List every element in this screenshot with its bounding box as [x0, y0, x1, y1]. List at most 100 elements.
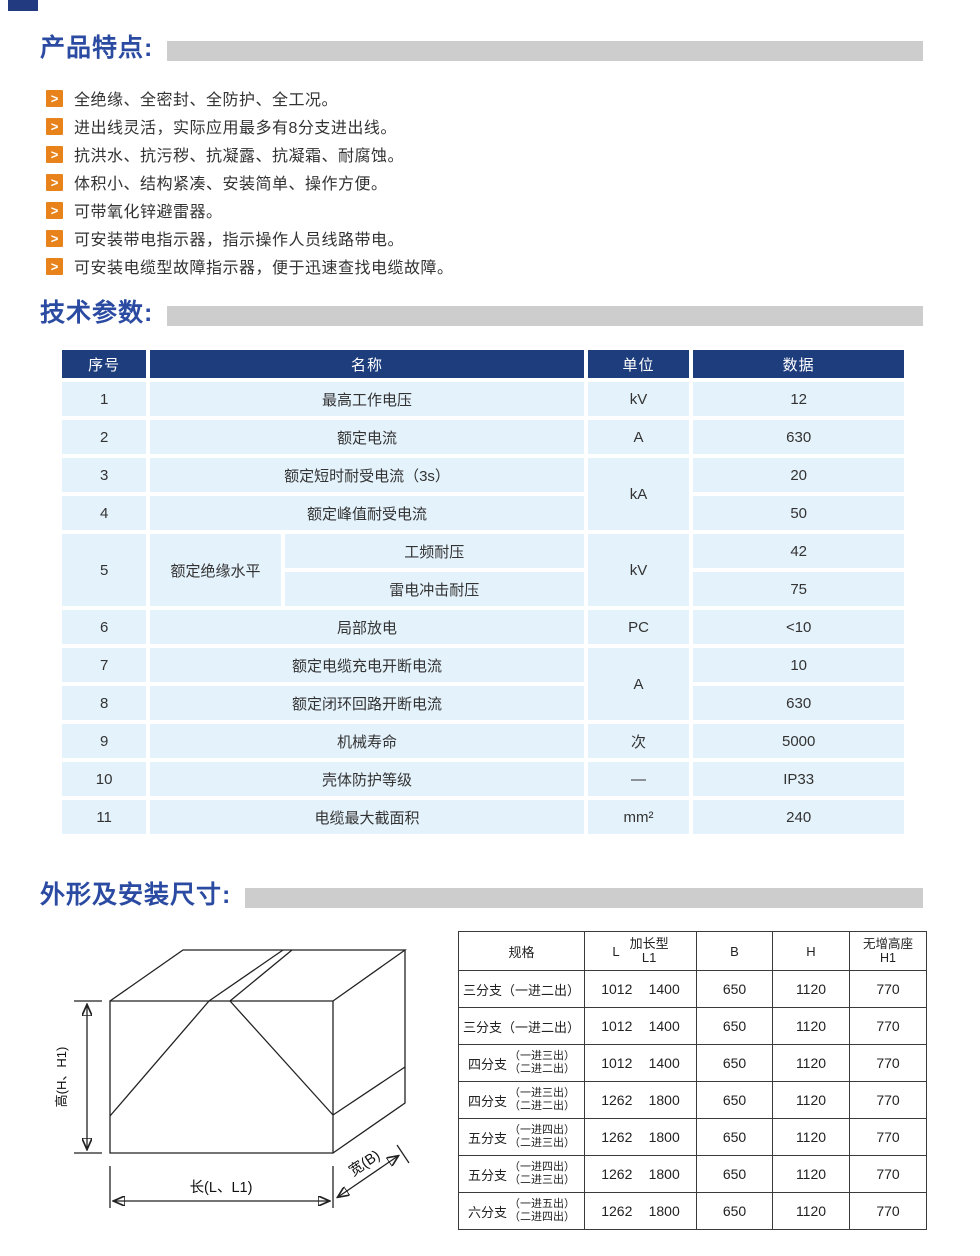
- feature-text: 全绝缘、全密封、全防护、全工况。: [74, 92, 339, 109]
- cell-b: 650: [696, 1007, 773, 1045]
- feature-text: 进出线灵活，实际应用最多有8分支进出线。: [74, 120, 397, 137]
- list-item: > 体积小、结构紧凑、安装简单、操作方便。: [46, 168, 454, 196]
- l1-label: L1: [641, 950, 657, 965]
- cell-h: 1120: [772, 1044, 850, 1082]
- list-item: > 进出线灵活，实际应用最多有8分支进出线。: [46, 112, 454, 140]
- col-header-name: 名称: [150, 350, 584, 378]
- heading-bar: [245, 888, 923, 908]
- cell-l-l1: 1262 1800: [584, 1192, 697, 1230]
- width-dimension-arrow: 宽(B): [338, 1144, 410, 1197]
- cell-h: 1120: [772, 1155, 850, 1193]
- cell-value: 630: [693, 420, 904, 454]
- features-section-header: 产品特点:: [40, 34, 923, 62]
- table-row: 11 电缆最大截面积 mm² 240: [62, 800, 904, 834]
- cell-value: 10: [693, 648, 904, 682]
- cell-value: 5000: [693, 724, 904, 758]
- table-row: 7 额定电缆充电开断电流 A 10: [62, 648, 904, 720]
- width-label: 宽(B): [346, 1147, 384, 1180]
- cell-value: 50: [693, 496, 904, 530]
- col-header-l-l1: L 加长型 L1: [584, 931, 697, 971]
- cell-unit: mm²: [587, 800, 690, 834]
- cell-name: 额定闭环回路开断电流: [150, 686, 584, 720]
- table-row: 3 额定短时耐受电流（3s） kA 20: [62, 458, 904, 530]
- params-section-header: 技术参数:: [40, 299, 923, 327]
- heading-bar: [167, 306, 923, 326]
- cell-unit: kV: [587, 534, 690, 606]
- cell-no: 9: [62, 724, 147, 758]
- dims-table: 规格 L 加长型 L1 B H 无增高座 H1 三分支（一进二出: [458, 931, 927, 1230]
- cell-unit: A: [587, 420, 690, 454]
- cell-h1: 770: [849, 1081, 927, 1119]
- cell-l-l1: 1012 1400: [584, 1007, 697, 1045]
- heading-bar: [167, 41, 923, 61]
- cell-h1: 770: [849, 1007, 927, 1045]
- cell-group: 额定绝缘水平: [150, 534, 281, 606]
- cell-no: 4: [62, 496, 147, 530]
- logo-fragment: [8, 0, 38, 11]
- table-row: 9 机械寿命 次 5000: [62, 724, 904, 758]
- cell-h1: 770: [849, 1192, 927, 1230]
- list-item: > 全绝缘、全密封、全防护、全工况。: [46, 84, 454, 112]
- cell-name: 最高工作电压: [150, 382, 584, 416]
- list-item: > 可安装电缆型故障指示器，便于迅速查找电缆故障。: [46, 252, 454, 280]
- cell-h1: 770: [849, 1118, 927, 1156]
- features-title: 产品特点:: [40, 34, 154, 62]
- col-header-no: 序号: [62, 350, 147, 378]
- dims-section-header: 外形及安装尺寸:: [40, 881, 923, 909]
- table-row: 五分支 （一进四出） （二进三出） 1262 1800 650 1120 770: [458, 1118, 927, 1156]
- feature-list: > 全绝缘、全密封、全防护、全工况。 > 进出线灵活，实际应用最多有8分支进出线…: [46, 84, 454, 280]
- cell-value: 630: [693, 686, 904, 720]
- table-row: 四分支 （一进三出） （二进二出） 1012 1400 650 1120 770: [458, 1044, 927, 1082]
- table-header-row: 规格 L 加长型 L1 B H 无增高座 H1: [458, 931, 927, 971]
- cell-b: 650: [696, 1155, 773, 1193]
- list-item: > 可带氧化锌避雷器。: [46, 196, 454, 224]
- cell-h: 1120: [772, 1081, 850, 1119]
- cell-l-l1: 1262 1800: [584, 1118, 697, 1156]
- cell-unit: PC: [587, 610, 690, 644]
- cell-name: 工频耐压: [284, 534, 584, 568]
- cell-unit: —: [587, 762, 690, 796]
- table-row: 6 局部放电 PC <10: [62, 610, 904, 644]
- table-header-row: 序号 名称 单位 数据: [62, 350, 904, 378]
- cell-h: 1120: [772, 970, 850, 1008]
- cell-name: 额定电缆充电开断电流: [150, 648, 584, 682]
- dims-title: 外形及安装尺寸:: [40, 881, 232, 909]
- cell-value: 75: [693, 572, 904, 606]
- col-header-spec: 规格: [458, 931, 585, 971]
- cell-no: 5: [62, 534, 147, 606]
- cell-h: 1120: [772, 1118, 850, 1156]
- chevron-right-icon: >: [46, 201, 63, 219]
- chevron-right-icon: >: [46, 229, 63, 247]
- cell-h: 1120: [772, 1007, 850, 1045]
- cell-name: 电缆最大截面积: [150, 800, 584, 834]
- cell-spec: 五分支 （一进四出） （二进三出）: [458, 1155, 585, 1193]
- cell-h1: 770: [849, 1155, 927, 1193]
- cell-spec: 三分支（一进二出）: [458, 1007, 585, 1045]
- cell-h1: 770: [849, 1044, 927, 1082]
- height-label: 高(H、H1): [54, 1047, 69, 1108]
- h1-line1: 无增高座: [862, 937, 913, 951]
- col-header-h1: 无增高座 H1: [849, 931, 927, 971]
- col-header-h: H: [772, 931, 850, 971]
- cell-name: 雷电冲击耐压: [284, 572, 584, 606]
- feature-text: 可安装电缆型故障指示器，便于迅速查找电缆故障。: [74, 260, 454, 277]
- cell-name: 局部放电: [150, 610, 584, 644]
- chevron-right-icon: >: [46, 117, 63, 135]
- cell-l-l1: 1262 1800: [584, 1155, 697, 1193]
- height-dimension-arrow: 高(H、H1): [54, 1000, 102, 1154]
- box-outline: [109, 949, 408, 1154]
- cell-l-l1: 1262 1800: [584, 1081, 697, 1119]
- list-item: > 抗洪水、抗污秽、抗凝露、抗凝霜、耐腐蚀。: [46, 140, 454, 168]
- col-header-unit: 单位: [587, 350, 690, 378]
- length-dimension-arrow: 长(L、L1): [109, 1166, 334, 1208]
- chevron-right-icon: >: [46, 145, 63, 163]
- cell-no: 3: [62, 458, 147, 492]
- cell-b: 650: [696, 1118, 773, 1156]
- cell-no: 6: [62, 610, 147, 644]
- cell-spec: 六分支 （一进五出） （二进四出）: [458, 1192, 585, 1230]
- cell-name: 机械寿命: [150, 724, 584, 758]
- feature-text: 可带氧化锌避雷器。: [74, 204, 223, 221]
- cell-value: 12: [693, 382, 904, 416]
- cell-unit: kA: [587, 458, 690, 530]
